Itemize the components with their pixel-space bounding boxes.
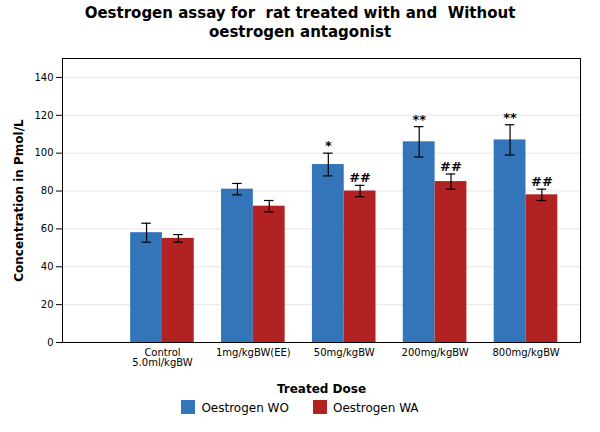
svg-text:100: 100	[34, 147, 53, 158]
svg-text:20: 20	[41, 299, 54, 310]
html-text:Oestrogen assay for rat treate: Oestrogen assay for rat treated with and…	[84, 4, 516, 41]
svg-text:Control5.0ml/kgBW: Control5.0ml/kgBW	[132, 347, 192, 368]
svg-text:60: 60	[41, 223, 54, 234]
svg-text:50mg/kgBW: 50mg/kgBW	[314, 347, 375, 358]
svg-text:Concentration in Pmol/L: Concentration in Pmol/L	[12, 119, 26, 282]
svg-text:120: 120	[34, 110, 53, 121]
svg-text:**: **	[412, 112, 426, 127]
svg-text:800mg/kgBW: 800mg/kgBW	[492, 347, 559, 358]
svg-text:##: ##	[349, 170, 371, 185]
svg-text:##: ##	[440, 159, 462, 174]
svg-text:1mg/kgBW(EE): 1mg/kgBW(EE)	[216, 347, 291, 358]
svg-text:140: 140	[34, 72, 53, 83]
svg-text:80: 80	[41, 185, 54, 196]
html-text:Oestrogen WO: Oestrogen WO	[201, 401, 289, 415]
html-text:Oestrogen WA: Oestrogen WA	[332, 401, 419, 415]
svg-text:*: *	[325, 138, 332, 153]
svg-text:0: 0	[47, 337, 53, 348]
svg-text:200mg/kgBW: 200mg/kgBW	[402, 347, 469, 358]
svg-text:**: **	[503, 110, 517, 125]
svg-text:##: ##	[531, 174, 553, 189]
svg-text:Treated Dose: Treated Dose	[277, 382, 366, 396]
svg-text:40: 40	[41, 261, 54, 272]
